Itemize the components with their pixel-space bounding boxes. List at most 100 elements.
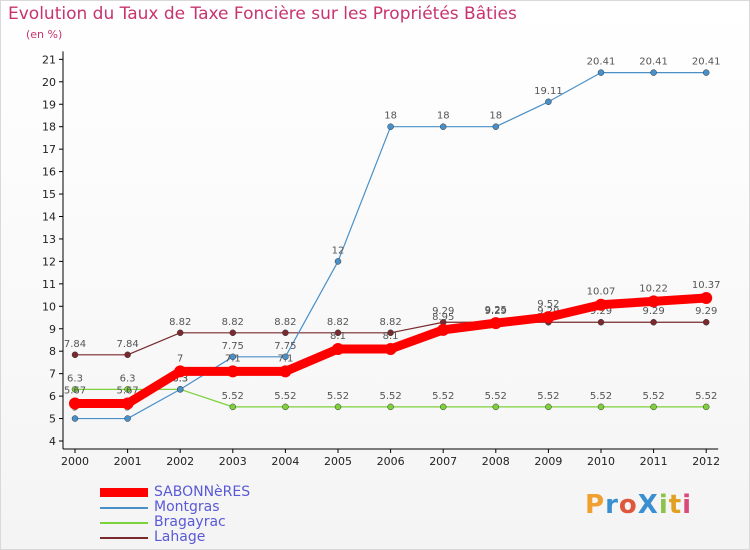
data-label-bragayrac: 6.3 [120, 373, 136, 384]
data-point-montgras [597, 69, 605, 76]
legend-item-montgras: Montgras [100, 500, 250, 515]
legend-label: Bragayrac [154, 514, 226, 530]
data-point-sabonn-res [647, 295, 660, 308]
y-tick-label: 15 [42, 188, 56, 201]
data-label-lahage: 8.82 [169, 317, 191, 328]
data-point-lahage [176, 329, 184, 337]
y-tick-label: 5 [49, 413, 56, 426]
data-label-sabonn-res: 10.37 [692, 280, 721, 291]
y-axis-unit: (en %) [26, 28, 63, 41]
x-tick-label: 2003 [219, 455, 247, 468]
legend-label: Montgras [154, 499, 220, 515]
legend-swatch [100, 506, 148, 509]
data-label-montgras: 6.3 [172, 373, 188, 384]
data-point-lahage [124, 351, 131, 359]
data-point-sabonn-res [121, 397, 134, 410]
data-label-bragayrac: 5.52 [695, 391, 717, 402]
y-tick-label: 9 [49, 323, 56, 336]
data-point-sabonn-res [226, 365, 239, 378]
data-label-lahage: 8.82 [274, 317, 296, 328]
data-point-sabonn-res [174, 365, 187, 378]
data-label-lahage: 7.84 [64, 339, 86, 350]
y-tick-label: 21 [42, 53, 56, 66]
data-point-bragayrac [229, 403, 237, 411]
y-tick-label: 16 [42, 166, 56, 179]
data-label-lahage: 9.29 [485, 306, 507, 317]
data-point-montgras [650, 69, 657, 76]
data-label-bragayrac: 5.52 [432, 391, 454, 402]
y-tick-label: 8 [49, 345, 56, 358]
x-tick-label: 2004 [271, 455, 299, 468]
data-label-lahage: 8.82 [222, 317, 244, 328]
data-label-montgras: 18 [437, 111, 450, 122]
data-label-sabonn-res: 8.95 [432, 312, 454, 323]
data-label-bragayrac: 5.52 [379, 391, 401, 402]
data-point-bragayrac [387, 403, 394, 411]
data-point-bragayrac [71, 386, 79, 393]
data-point-montgras [492, 123, 500, 130]
data-point-lahage [334, 329, 342, 337]
data-point-montgras [334, 258, 342, 265]
data-point-sabonn-res [279, 365, 292, 378]
data-point-montgras [545, 98, 552, 106]
y-tick-label: 6 [49, 390, 56, 403]
data-point-montgras [439, 123, 447, 130]
data-label-montgras: 18 [489, 111, 502, 122]
data-label-sabonn-res: 9.52 [537, 299, 559, 310]
x-tick-label: 2009 [534, 455, 562, 468]
logo-letter: o [618, 490, 638, 520]
data-label-sabonn-res: 7.1 [277, 353, 293, 364]
data-label-bragayrac: 5.52 [222, 391, 244, 402]
data-point-sabonn-res [595, 298, 607, 311]
data-point-bragayrac [702, 403, 710, 411]
x-tick-label: 2005 [324, 455, 352, 468]
data-label-sabonn-res: 5.67 [116, 386, 138, 397]
logo-letter: i [658, 490, 669, 520]
x-tick-label: 2008 [482, 455, 510, 468]
data-point-sabonn-res [332, 342, 344, 355]
y-tick-label: 4 [49, 435, 56, 448]
data-label-sabonn-res: 7.1 [225, 353, 241, 364]
x-tick-label: 2012 [692, 455, 720, 468]
x-tick-label: 2000 [61, 455, 89, 468]
data-label-sabonn-res: 10.07 [587, 287, 616, 298]
data-label-montgras: 20.41 [639, 57, 668, 68]
y-tick-label: 18 [42, 121, 56, 134]
data-label-sabonn-res: 10.22 [639, 283, 668, 294]
data-point-lahage [597, 318, 605, 326]
data-label-montgras: 7.75 [274, 341, 296, 352]
data-point-montgras [71, 415, 79, 422]
x-tick-label: 2010 [587, 455, 615, 468]
data-label-lahage: 9.29 [590, 306, 612, 317]
data-point-lahage [387, 329, 394, 337]
data-label-sabonn-res: 7 [177, 353, 183, 364]
data-label-lahage: 9.29 [642, 306, 664, 317]
logo-letter: t [668, 490, 683, 520]
y-tick-label: 11 [42, 278, 56, 291]
legend-swatch [100, 488, 148, 497]
data-label-lahage: 8.82 [327, 317, 349, 328]
data-label-lahage: 7.84 [116, 339, 138, 350]
logo-letter: X [637, 490, 659, 520]
data-point-lahage [229, 329, 237, 337]
logo-letter: r [605, 490, 619, 520]
y-tick-label: 20 [42, 76, 56, 89]
legend-item-lahage: Lahage [100, 530, 250, 545]
legend: SABONNèRES Montgras Bragayrac Lahage [100, 485, 250, 545]
data-label-bragayrac: 5.52 [485, 391, 507, 402]
data-label-bragayrac: 5.52 [642, 391, 664, 402]
data-point-sabonn-res [489, 317, 502, 330]
data-point-sabonn-res [384, 342, 397, 355]
data-point-bragayrac [439, 403, 447, 411]
data-point-lahage [650, 318, 657, 326]
legend-label: Lahage [154, 529, 206, 545]
data-point-montgras [229, 353, 237, 361]
legend-swatch [100, 536, 148, 539]
logo-letter: i [682, 490, 693, 520]
y-tick-label: 13 [42, 233, 56, 246]
data-point-lahage [702, 318, 710, 326]
data-label-sabonn-res: 8.1 [383, 331, 399, 342]
data-point-bragayrac [124, 386, 131, 393]
legend-item-sabonn-res: SABONNèRES [100, 485, 250, 500]
